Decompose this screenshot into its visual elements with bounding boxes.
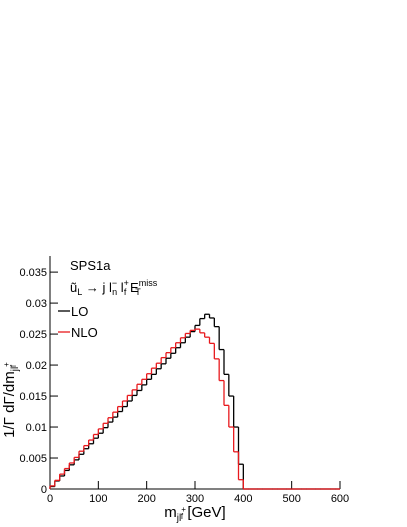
y-tick-label: 0.035: [19, 267, 47, 279]
annotation-title: SPS1a: [70, 258, 111, 273]
y-tick-label: 0.005: [19, 453, 47, 465]
annotation: ũL → j l− n l+ f Emiss T: [70, 278, 158, 297]
x-tick-label: 100: [89, 493, 107, 505]
x-axis-label: mjl+ f [GeV]: [164, 504, 225, 524]
y-tick-label: 0.02: [26, 360, 47, 372]
legend-label: LO: [71, 304, 88, 319]
y-axis-label: 1/Γ dΓ/dmjl+f: [1, 362, 21, 438]
x-tick-label: 0: [47, 493, 53, 505]
y-tick-label: 0.025: [19, 329, 47, 341]
legend-label: NLO: [71, 325, 98, 340]
x-tick-label: 500: [282, 493, 300, 505]
x-tick-label: 400: [234, 493, 252, 505]
y-tick-label: 0.03: [26, 298, 47, 310]
x-tick-label: 300: [186, 493, 204, 505]
x-tick-label: 200: [137, 493, 155, 505]
y-tick-label: 0.01: [26, 422, 47, 434]
y-tick-label: 0: [41, 484, 47, 496]
y-tick-label: 0.015: [19, 391, 47, 403]
x-tick-label: 600: [331, 493, 349, 505]
